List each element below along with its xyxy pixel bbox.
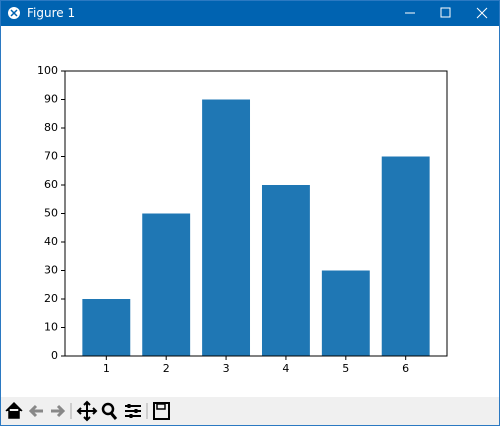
x-tick-label: 6 (402, 362, 409, 375)
configure-button[interactable] (125, 405, 141, 417)
save-button[interactable] (153, 402, 170, 420)
bar (142, 213, 191, 356)
y-tick-label: 50 (44, 207, 58, 220)
configure-sliders (127, 404, 138, 418)
y-tick-label: 20 (44, 292, 58, 305)
y-tick-label: 40 (44, 235, 58, 248)
zoom-handle (109, 412, 118, 420)
y-tick-label: 10 (44, 321, 58, 334)
y-tick-label: 80 (44, 121, 58, 134)
bar (261, 185, 310, 356)
home-button[interactable] (5, 401, 23, 419)
title-icons (8, 7, 488, 19)
toolbar-icons (5, 400, 170, 422)
x-tick-label: 1 (103, 362, 110, 375)
chart: 0 10 20 30 40 50 60 70 80 90 100 1 2 3 4 5 6 (37, 64, 448, 375)
y-tick-label: 30 (44, 264, 58, 277)
x-tick-label: 4 (282, 362, 289, 375)
pan-button[interactable] (76, 400, 98, 422)
y-tick-label: 70 (44, 150, 58, 163)
bar (321, 270, 370, 356)
x-tick-label: 5 (342, 362, 349, 375)
title-bar: Figure 1 (1, 1, 499, 26)
app-icon-mark (10, 9, 18, 17)
back-button[interactable] (28, 404, 43, 418)
bar (202, 99, 251, 356)
forward-button[interactable] (51, 404, 66, 418)
y-tick-label: 60 (44, 178, 58, 191)
save-icon-part (156, 403, 166, 410)
y-tick-label: 0 (51, 349, 58, 362)
zoom-button[interactable] (101, 402, 115, 416)
window-title: Figure 1 (27, 6, 76, 20)
toolbar (1, 397, 499, 425)
bar (82, 299, 131, 356)
bar (381, 156, 430, 356)
maximize-button[interactable] (440, 7, 451, 18)
y-tick-label: 90 (44, 93, 58, 106)
x-tick-label: 3 (223, 362, 230, 375)
close-button[interactable] (476, 7, 488, 19)
y-tick-label: 100 (37, 64, 58, 77)
x-tick-label: 2 (163, 362, 170, 375)
